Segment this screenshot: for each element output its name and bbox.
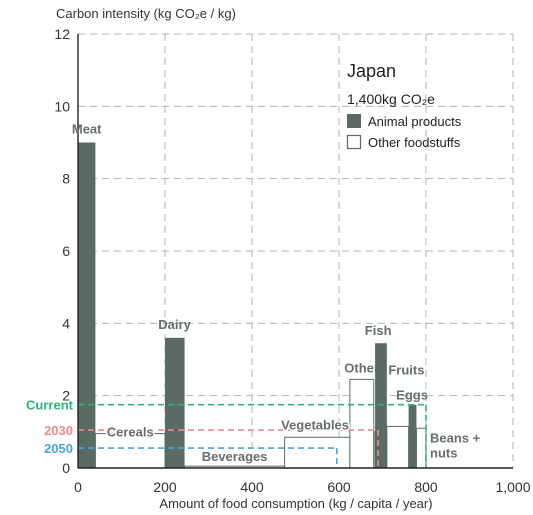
legend-subtitle: 1,400kg CO₂e <box>347 91 435 107</box>
y-tick-label: 8 <box>62 171 70 187</box>
label-other: Other <box>344 360 379 375</box>
bar-fruits <box>386 425 410 469</box>
bar-meat <box>78 142 96 468</box>
x-tick-label: 0 <box>74 479 82 495</box>
bar-cereals <box>94 433 166 469</box>
label-fish: Fish <box>365 323 392 338</box>
label-dairy: Dairy <box>158 317 191 332</box>
y-tick-label: 4 <box>62 315 70 331</box>
x-axis-title: Amount of food consumption (kg / capita … <box>159 496 432 511</box>
y-tick-label: 2 <box>62 388 70 404</box>
legend-title: Japan <box>347 61 396 81</box>
bar-dairy <box>165 337 185 468</box>
bar-eggs <box>408 404 417 468</box>
x-tick-label: 1,000 <box>495 479 530 495</box>
label-eggs: Eggs <box>396 388 428 403</box>
label-fruits: Fruits <box>388 362 424 377</box>
label-meat: Meat <box>72 122 102 137</box>
y-axis-title: Carbon intensity (kg CO₂e / kg) <box>56 6 236 21</box>
bar-vegetables <box>284 436 351 469</box>
legend: Japan 1,400kg CO₂e Animal products Other… <box>346 61 462 150</box>
y-tick-label: 0 <box>62 460 70 476</box>
legend-swatch-animal <box>347 114 361 128</box>
reference-lines <box>78 403 427 468</box>
label-vegetables: Vegetables <box>281 417 349 432</box>
category-labels: Current 2030 2050 Meat Cereals Dairy Beverages… <box>26 122 481 466</box>
y-tick-label: 10 <box>54 98 70 114</box>
y-tick-label: 6 <box>62 243 70 259</box>
bar-other <box>349 378 375 469</box>
legend-label-animal: Animal products <box>368 114 462 129</box>
y-tick-label: 12 <box>54 26 70 42</box>
grid-lines <box>78 33 514 468</box>
reference-line-label: 2030 <box>44 423 73 438</box>
x-tick-label: 400 <box>240 479 264 495</box>
bar-fish <box>375 343 387 468</box>
x-tick-label: 800 <box>414 479 438 495</box>
label-beverages: Beverages <box>202 449 268 464</box>
x-tick-label: 600 <box>327 479 351 495</box>
x-tick-label: 200 <box>153 479 177 495</box>
label-beans-nuts: Beans + nuts <box>430 431 481 461</box>
axes: 0 2 4 6 8 10 12 0 200 400 600 800 1,000 <box>54 26 530 495</box>
bars <box>78 142 427 469</box>
legend-label-other: Other foodstuffs <box>368 135 461 150</box>
reference-line-label: Current <box>26 398 74 413</box>
legend-swatch-other <box>346 134 362 150</box>
bar-unlabeled <box>373 431 376 469</box>
reference-line-label: 2050 <box>44 441 73 456</box>
bar-beans-nuts <box>415 427 427 469</box>
label-cereals: Cereals <box>107 425 154 440</box>
